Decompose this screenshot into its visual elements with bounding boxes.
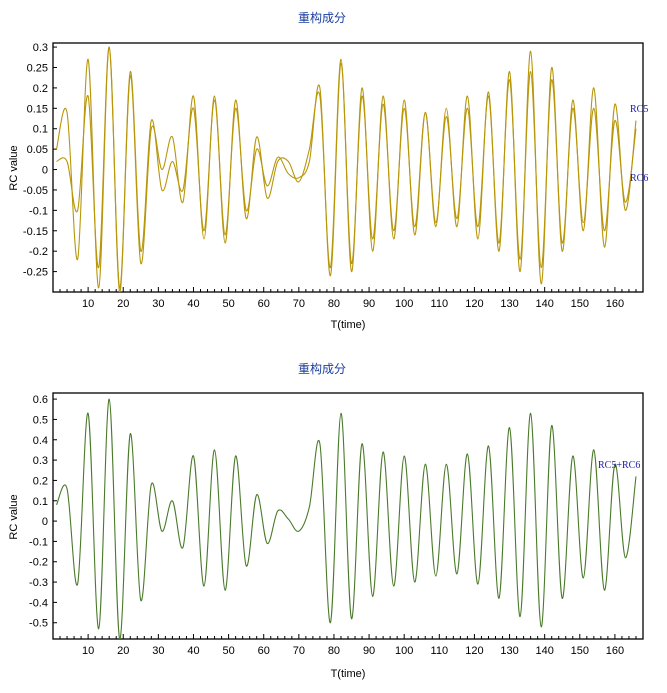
x-tick-label: 70 — [293, 645, 305, 657]
bottom-series-lines — [55, 398, 637, 639]
x-tick-label: 150 — [571, 298, 589, 310]
y-tick-label: 0.2 — [33, 83, 48, 95]
x-tick-label: 120 — [465, 298, 483, 310]
top-x-axis-label: T(time) — [331, 319, 366, 331]
y-tick-label: 0.5 — [33, 414, 48, 426]
y-tick-label: 0.15 — [27, 103, 48, 115]
x-tick-label: 80 — [328, 298, 340, 310]
y-tick-label: 0.6 — [33, 394, 48, 406]
bottom-chart: 重构成分 0.6 0.5 0.4 0.3 0.2 0.1 0 -0.1 -0.2 -0.3 -0.4… — [8, 361, 644, 680]
series-line-rc5-rc6 — [55, 398, 637, 639]
y-tick-label: -0.15 — [23, 226, 48, 238]
y-tick-label: 0.05 — [27, 144, 48, 156]
series-label-rc6: RC6 — [630, 173, 648, 184]
x-tick-label: 40 — [187, 298, 199, 310]
y-tick-label: 0.3 — [33, 42, 48, 54]
y-tick-label: 0.3 — [33, 455, 48, 467]
x-tick-label: 160 — [606, 298, 624, 310]
y-tick-label: -0.5 — [29, 618, 48, 630]
x-tick-label: 140 — [535, 645, 553, 657]
x-tick-label: 150 — [571, 645, 589, 657]
top-chart-title: 重构成分 — [298, 10, 346, 25]
y-tick-label: -0.2 — [29, 246, 48, 258]
bottom-plot-frame — [52, 392, 644, 640]
x-tick-label: 90 — [363, 645, 375, 657]
top-y-axis-label: RC value — [8, 145, 20, 190]
y-tick-label: -0.05 — [23, 185, 48, 197]
series-label-rc5: RC5 — [630, 104, 648, 115]
x-tick-label: 110 — [431, 298, 449, 310]
top-plot-frame — [52, 42, 644, 293]
y-tick-label: 0 — [42, 516, 48, 528]
x-tick-label: 60 — [258, 645, 270, 657]
top-series-lines — [55, 46, 637, 292]
top-y-axis: 0.3 0.25 0.2 0.15 0.1 0.05 0 -0.05 -0.1 -0.15 -0.2… — [23, 42, 57, 279]
series-label-rc5-plus-rc6: RC5+RC6 — [598, 460, 640, 471]
x-tick-label: 160 — [606, 645, 624, 657]
x-tick-label: 40 — [187, 645, 199, 657]
x-tick-label: 20 — [117, 298, 129, 310]
x-tick-label: 140 — [535, 298, 553, 310]
x-tick-label: 10 — [82, 298, 94, 310]
x-tick-label: 70 — [293, 298, 305, 310]
y-tick-label: -0.1 — [29, 536, 48, 548]
x-tick-label: 20 — [117, 645, 129, 657]
top-x-axis: 10 20 30 40 50 60 70 80 90 100 110 120 130 140 150 160 — [59, 287, 637, 310]
y-tick-label: -0.2 — [29, 557, 48, 569]
y-tick-label: 0.1 — [33, 124, 48, 136]
x-tick-label: 100 — [395, 645, 413, 657]
y-tick-label: 0.2 — [33, 475, 48, 487]
x-tick-label: 110 — [431, 645, 449, 657]
x-tick-label: 130 — [500, 645, 518, 657]
x-tick-label: 30 — [152, 298, 164, 310]
bottom-x-axis-label: T(time) — [331, 668, 366, 680]
bottom-chart-title: 重构成分 — [298, 361, 346, 376]
x-tick-label: 30 — [152, 645, 164, 657]
x-tick-label: 130 — [500, 298, 518, 310]
y-tick-label: -0.25 — [23, 267, 48, 279]
x-tick-label: 100 — [395, 298, 413, 310]
x-tick-label: 90 — [363, 298, 375, 310]
x-tick-label: 10 — [82, 645, 94, 657]
x-tick-label: 120 — [465, 645, 483, 657]
y-tick-label: 0.1 — [33, 496, 48, 508]
series-line-rc6 — [56, 46, 637, 289]
x-tick-label: 50 — [222, 298, 234, 310]
bottom-y-axis: 0.6 0.5 0.4 0.3 0.2 0.1 0 -0.1 -0.2 -0.3 -0.4 -0.5 — [29, 394, 57, 630]
x-tick-label: 50 — [222, 645, 234, 657]
y-tick-label: 0.4 — [33, 435, 48, 447]
x-tick-label: 80 — [328, 645, 340, 657]
y-tick-label: 0.25 — [27, 62, 48, 74]
bottom-x-axis: 10 20 30 40 50 60 70 80 90 100 110 120 130 140 150 160 — [59, 634, 637, 657]
y-tick-label: -0.4 — [29, 597, 48, 609]
bottom-y-axis-label: RC value — [8, 494, 20, 539]
y-tick-label: 0 — [42, 165, 48, 177]
top-chart: 重构成分 0.3 0.25 0.2 0.15 0.1 0.05 0 -0.05 -0.1 -0.1… — [8, 10, 648, 331]
y-tick-label: -0.3 — [29, 577, 48, 589]
y-tick-label: -0.1 — [29, 205, 48, 217]
x-tick-label: 60 — [258, 298, 270, 310]
